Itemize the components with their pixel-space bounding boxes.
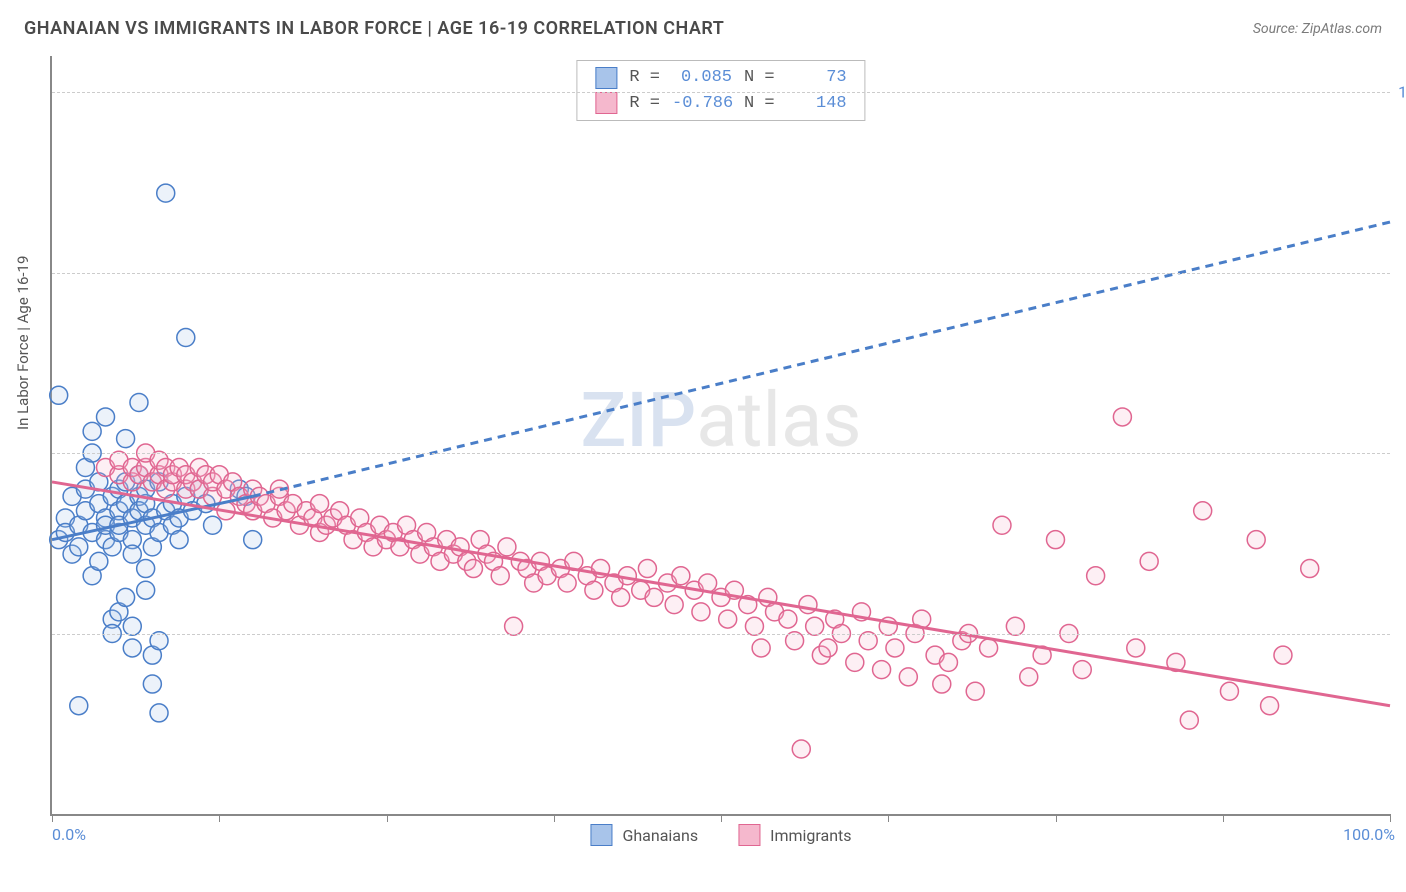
y-tick-label: 25.0% [1395, 624, 1406, 643]
series-legend: Ghanaians Immigrants [590, 824, 851, 846]
data-point [1047, 531, 1065, 549]
data-point [491, 567, 509, 585]
immigrants-r-value: -0.786 [672, 91, 732, 117]
data-point [1127, 639, 1145, 657]
data-point [244, 531, 262, 549]
data-point [70, 538, 88, 556]
data-point [143, 675, 161, 693]
ghanaians-legend-label: Ghanaians [622, 826, 698, 845]
data-point [899, 668, 917, 686]
x-tick [554, 814, 555, 822]
data-point [779, 610, 797, 628]
gridline [52, 273, 1390, 274]
data-point [177, 329, 195, 347]
data-point [752, 639, 770, 657]
data-point [1180, 711, 1198, 729]
gridline [52, 92, 1390, 93]
y-tick-label: 50.0% [1395, 444, 1406, 463]
data-point [1220, 682, 1238, 700]
data-point [558, 574, 576, 592]
data-point [1087, 567, 1105, 585]
data-point [585, 581, 603, 599]
data-point [886, 639, 904, 657]
x-axis-max-label: 100.0% [1343, 825, 1395, 844]
ghanaians-r-value: 0.085 [672, 65, 732, 91]
data-point [873, 661, 891, 679]
source-label: Source: ZipAtlas.com [1253, 21, 1382, 37]
data-point [123, 545, 141, 563]
data-point [993, 516, 1011, 534]
data-point [204, 516, 222, 534]
data-point [846, 653, 864, 671]
trend-line [52, 482, 1390, 706]
plot-svg [52, 56, 1390, 814]
data-point [150, 704, 168, 722]
immigrants-legend-swatch [738, 824, 760, 846]
x-tick [1223, 814, 1224, 822]
data-point [665, 596, 683, 614]
y-tick-label: 100.0% [1395, 83, 1406, 102]
data-point [1261, 697, 1279, 715]
x-tick [1056, 814, 1057, 822]
data-point [1274, 646, 1292, 664]
data-point [1140, 552, 1158, 570]
x-tick [219, 814, 220, 822]
chart-title: GHANAIAN VS IMMIGRANTS IN LABOR FORCE | … [24, 18, 724, 39]
y-axis-label: In Labor Force | Age 16-19 [14, 256, 32, 430]
data-point [117, 430, 135, 448]
data-point [799, 596, 817, 614]
data-point [90, 552, 108, 570]
x-tick [52, 814, 53, 822]
data-point [130, 394, 148, 412]
data-point [70, 697, 88, 715]
data-point [157, 184, 175, 202]
chart-area: ZIPatlas R = 0.085 N = 73 R = -0.786 N =… [50, 56, 1390, 816]
ghanaians-swatch [595, 67, 617, 89]
immigrants-n-value: 148 [787, 91, 847, 117]
data-point [672, 567, 690, 585]
data-point [612, 588, 630, 606]
x-tick [1390, 814, 1391, 822]
data-point [311, 495, 329, 513]
data-point [464, 560, 482, 578]
data-point [170, 531, 188, 549]
data-point [966, 682, 984, 700]
data-point [645, 588, 663, 606]
ghanaians-n-value: 73 [787, 65, 847, 91]
data-point [117, 588, 135, 606]
data-point [83, 422, 101, 440]
data-point [692, 603, 710, 621]
immigrants-legend-label: Immigrants [770, 826, 851, 845]
data-point [123, 639, 141, 657]
data-point [638, 560, 656, 578]
data-point [1247, 531, 1265, 549]
data-point [1113, 408, 1131, 426]
data-point [719, 610, 737, 628]
data-point [1301, 560, 1319, 578]
ghanaians-legend-swatch [590, 824, 612, 846]
data-point [792, 740, 810, 758]
data-point [97, 408, 115, 426]
immigrants-swatch [595, 92, 617, 114]
data-point [819, 639, 837, 657]
trend-line [253, 222, 1390, 496]
data-point [137, 560, 155, 578]
data-point [1020, 668, 1038, 686]
data-point [137, 581, 155, 599]
correlation-legend: R = 0.085 N = 73 R = -0.786 N = 148 [576, 60, 865, 121]
data-point [50, 386, 68, 404]
data-point [1194, 502, 1212, 520]
data-point [933, 675, 951, 693]
x-tick [888, 814, 889, 822]
y-tick-label: 75.0% [1395, 263, 1406, 282]
data-point [980, 639, 998, 657]
x-axis-min-label: 0.0% [52, 825, 86, 844]
x-tick [387, 814, 388, 822]
gridline [52, 634, 1390, 635]
data-point [498, 538, 516, 556]
data-point [1073, 661, 1091, 679]
x-tick [721, 814, 722, 822]
data-point [939, 653, 957, 671]
gridline [52, 453, 1390, 454]
